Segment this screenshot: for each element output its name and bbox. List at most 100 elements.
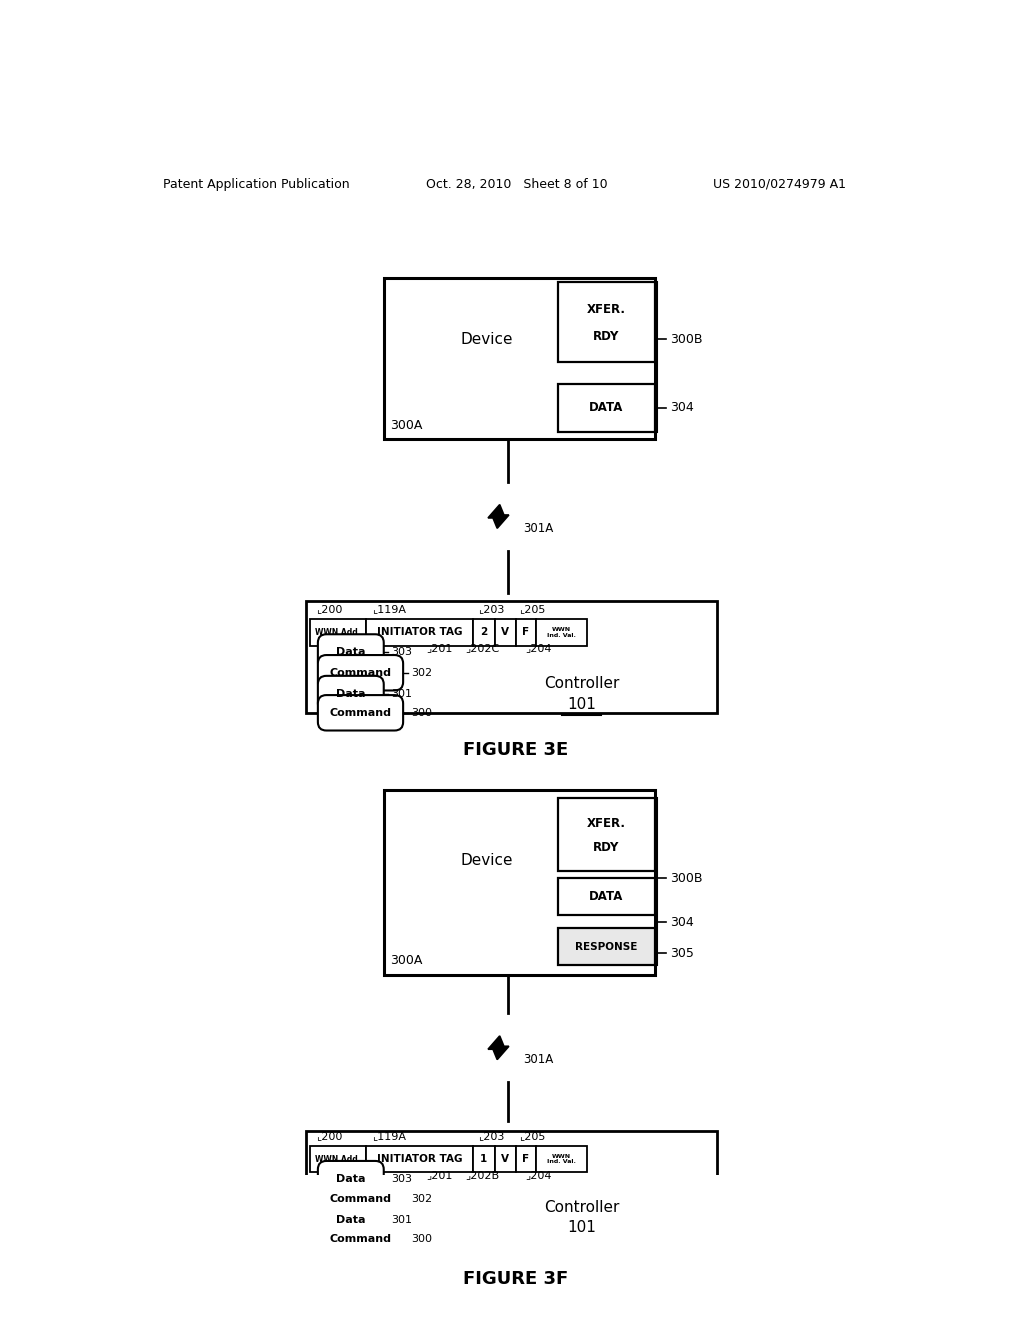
Text: 300A: 300A bbox=[390, 954, 422, 968]
Bar bbox=[558, 281, 655, 363]
Text: ⌟201: ⌟201 bbox=[426, 643, 453, 653]
Text: 303: 303 bbox=[391, 647, 413, 657]
Text: F: F bbox=[522, 1154, 529, 1164]
Text: Data: Data bbox=[336, 1216, 366, 1225]
Bar bbox=[366, 619, 473, 645]
Text: US 2010/0274979 A1: US 2010/0274979 A1 bbox=[713, 178, 846, 190]
Bar bbox=[310, 619, 366, 645]
Bar bbox=[515, 1146, 537, 1172]
Text: Oct. 28, 2010   Sheet 8 of 10: Oct. 28, 2010 Sheet 8 of 10 bbox=[426, 178, 608, 190]
Text: Controller: Controller bbox=[544, 1200, 620, 1214]
Text: ⌞203: ⌞203 bbox=[478, 1131, 505, 1142]
Bar bbox=[515, 619, 537, 645]
Text: WWN Add.: WWN Add. bbox=[315, 628, 360, 636]
Text: ⌞200: ⌞200 bbox=[315, 603, 342, 614]
Text: 301A: 301A bbox=[523, 521, 554, 535]
Text: 304: 304 bbox=[671, 916, 694, 929]
Text: ⌟204: ⌟204 bbox=[524, 1171, 551, 1180]
Bar bbox=[537, 619, 587, 645]
Text: 304: 304 bbox=[671, 401, 694, 414]
Text: ⌞203: ⌞203 bbox=[478, 603, 505, 614]
Bar bbox=[384, 789, 655, 974]
Text: Device: Device bbox=[461, 331, 513, 347]
Text: ⌞200: ⌞200 bbox=[315, 1131, 342, 1142]
Text: Command: Command bbox=[330, 1234, 391, 1245]
FancyBboxPatch shape bbox=[317, 1203, 384, 1238]
Bar bbox=[306, 1131, 717, 1242]
Bar bbox=[473, 1146, 495, 1172]
Text: 305: 305 bbox=[671, 946, 694, 960]
FancyBboxPatch shape bbox=[317, 655, 403, 690]
Text: 300B: 300B bbox=[671, 871, 703, 884]
Bar bbox=[384, 277, 655, 440]
Text: F: F bbox=[522, 627, 529, 638]
Text: 301A: 301A bbox=[523, 1053, 554, 1065]
Text: 300A: 300A bbox=[390, 418, 422, 432]
Text: RDY: RDY bbox=[593, 841, 620, 854]
Text: 302: 302 bbox=[411, 668, 432, 677]
Text: DATA: DATA bbox=[590, 401, 624, 414]
Text: ⌞205: ⌞205 bbox=[519, 1131, 546, 1142]
Text: 303: 303 bbox=[391, 1173, 413, 1184]
Text: ⌞119A: ⌞119A bbox=[372, 1131, 407, 1142]
FancyBboxPatch shape bbox=[317, 1181, 403, 1217]
Text: ⌞205: ⌞205 bbox=[519, 603, 546, 614]
Text: WWN
Ind. Val.: WWN Ind. Val. bbox=[547, 1154, 577, 1164]
Text: Data: Data bbox=[336, 647, 366, 657]
Text: Data: Data bbox=[336, 689, 366, 698]
Text: ⌟202B: ⌟202B bbox=[465, 1171, 500, 1180]
Bar bbox=[473, 619, 495, 645]
Text: V: V bbox=[501, 1154, 509, 1164]
Bar bbox=[558, 384, 655, 432]
Text: Patent Application Publication: Patent Application Publication bbox=[163, 178, 349, 190]
Bar bbox=[558, 878, 655, 915]
Text: ⌞119A: ⌞119A bbox=[372, 603, 407, 614]
Text: 300B: 300B bbox=[671, 333, 703, 346]
Text: 1: 1 bbox=[480, 1154, 487, 1164]
Text: 300: 300 bbox=[411, 1234, 432, 1245]
Text: RESPONSE: RESPONSE bbox=[575, 942, 638, 952]
Bar bbox=[310, 1146, 366, 1172]
Bar bbox=[495, 619, 515, 645]
Text: 302: 302 bbox=[411, 1195, 432, 1204]
Polygon shape bbox=[488, 1036, 509, 1060]
Text: Command: Command bbox=[330, 668, 391, 677]
Text: 301: 301 bbox=[391, 1216, 413, 1225]
Text: Device: Device bbox=[461, 853, 513, 867]
Text: V: V bbox=[501, 627, 509, 638]
FancyBboxPatch shape bbox=[317, 1222, 403, 1257]
Text: FIGURE 3F: FIGURE 3F bbox=[463, 1270, 568, 1288]
Bar bbox=[495, 1146, 515, 1172]
FancyBboxPatch shape bbox=[317, 696, 403, 730]
Bar bbox=[558, 797, 655, 871]
Bar bbox=[537, 1146, 587, 1172]
FancyBboxPatch shape bbox=[317, 676, 384, 711]
Text: XFER.: XFER. bbox=[587, 304, 626, 317]
Text: ⌟202C: ⌟202C bbox=[465, 643, 500, 653]
Text: 101: 101 bbox=[567, 697, 596, 711]
Text: INITIATOR TAG: INITIATOR TAG bbox=[377, 1154, 462, 1164]
Text: Controller: Controller bbox=[544, 676, 620, 692]
Text: ⌟201: ⌟201 bbox=[426, 1171, 453, 1180]
Text: Data: Data bbox=[336, 1173, 366, 1184]
Bar bbox=[366, 1146, 473, 1172]
Text: 2: 2 bbox=[480, 627, 487, 638]
Text: DATA: DATA bbox=[590, 890, 624, 903]
Bar bbox=[558, 928, 655, 965]
Text: Command: Command bbox=[330, 708, 391, 718]
FancyBboxPatch shape bbox=[317, 1162, 384, 1196]
Text: FIGURE 3E: FIGURE 3E bbox=[463, 741, 568, 759]
FancyBboxPatch shape bbox=[317, 635, 384, 669]
Text: WWN Add.: WWN Add. bbox=[315, 1155, 360, 1163]
Text: 300: 300 bbox=[411, 708, 432, 718]
Text: ⌟204: ⌟204 bbox=[524, 643, 551, 653]
Text: 101: 101 bbox=[567, 1221, 596, 1236]
Bar bbox=[306, 601, 717, 713]
Text: Command: Command bbox=[330, 1195, 391, 1204]
Text: WWN
Ind. Val.: WWN Ind. Val. bbox=[547, 627, 577, 638]
Polygon shape bbox=[488, 504, 509, 528]
Text: INITIATOR TAG: INITIATOR TAG bbox=[377, 627, 462, 638]
Text: RDY: RDY bbox=[593, 330, 620, 343]
Text: 301: 301 bbox=[391, 689, 413, 698]
Text: XFER.: XFER. bbox=[587, 817, 626, 829]
